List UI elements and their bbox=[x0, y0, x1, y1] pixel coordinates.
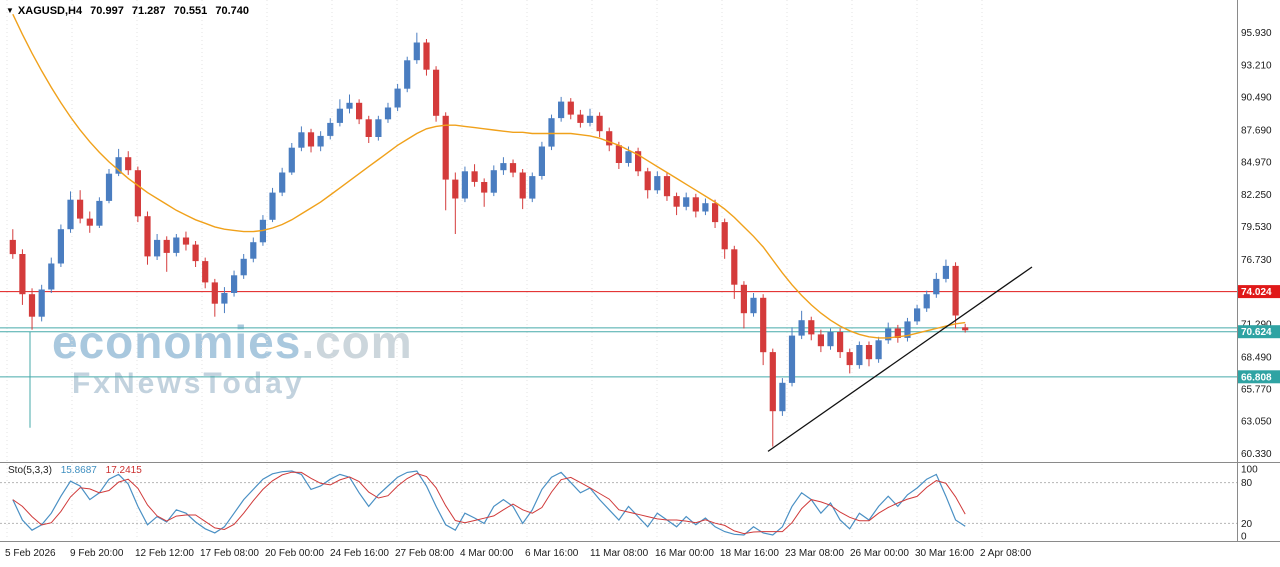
svg-text:18 Mar 16:00: 18 Mar 16:00 bbox=[720, 548, 779, 559]
svg-text:68.490: 68.490 bbox=[1241, 353, 1272, 364]
svg-text:90.490: 90.490 bbox=[1241, 93, 1272, 104]
svg-text:100: 100 bbox=[1241, 465, 1258, 476]
svg-text:17 Feb 08:00: 17 Feb 08:00 bbox=[200, 548, 259, 559]
svg-text:76.730: 76.730 bbox=[1241, 255, 1272, 266]
grid-layer bbox=[6, 0, 983, 540]
watermark: economies.com FxNewsToday bbox=[52, 318, 413, 400]
svg-text:80: 80 bbox=[1241, 478, 1253, 489]
symbol-dropdown-icon[interactable]: ▼ bbox=[6, 6, 14, 15]
svg-text:6 Mar 16:00: 6 Mar 16:00 bbox=[525, 548, 579, 559]
time-scale[interactable]: 5 Feb 2026 9 Feb 20:00 12 Feb 12:00 17 Feb … bbox=[5, 548, 1032, 559]
quote-low: 70.551 bbox=[173, 5, 208, 17]
svg-text:23 Mar 08:00: 23 Mar 08:00 bbox=[785, 548, 844, 559]
svg-text:71.290: 71.290 bbox=[1241, 319, 1272, 330]
svg-text:65.770: 65.770 bbox=[1241, 385, 1272, 396]
sto-name: Sto(5,3,3) bbox=[8, 465, 52, 476]
svg-text:4 Mar 00:00: 4 Mar 00:00 bbox=[460, 548, 514, 559]
quote-line: ▼ XAGUSD,H4 70.997 71.287 70.551 70.740 bbox=[6, 5, 254, 17]
svg-text:66.808: 66.808 bbox=[1241, 372, 1272, 383]
svg-text:26 Mar 00:00: 26 Mar 00:00 bbox=[850, 548, 909, 559]
svg-text:27 Feb 08:00: 27 Feb 08:00 bbox=[395, 548, 454, 559]
symbol-name: XAGUSD,H4 bbox=[17, 5, 83, 17]
svg-text:63.050: 63.050 bbox=[1241, 417, 1272, 428]
watermark-brand-domain: .com bbox=[301, 316, 413, 368]
trendline[interactable] bbox=[767, 266, 1033, 452]
pane-separators bbox=[0, 462, 1280, 542]
svg-text:82.250: 82.250 bbox=[1241, 190, 1272, 201]
svg-text:30 Mar 16:00: 30 Mar 16:00 bbox=[915, 548, 974, 559]
svg-text:74.024: 74.024 bbox=[1241, 287, 1272, 298]
svg-text:60.330: 60.330 bbox=[1241, 449, 1272, 460]
quote-open: 70.997 bbox=[90, 5, 124, 17]
svg-text:70.624: 70.624 bbox=[1241, 327, 1272, 338]
stochastic-pane[interactable] bbox=[0, 470, 1237, 536]
svg-text:93.210: 93.210 bbox=[1241, 60, 1272, 71]
svg-text:84.970: 84.970 bbox=[1241, 158, 1272, 169]
svg-text:20: 20 bbox=[1241, 519, 1253, 530]
svg-text:95.930: 95.930 bbox=[1241, 28, 1272, 39]
svg-text:24 Feb 16:00: 24 Feb 16:00 bbox=[330, 548, 389, 559]
quote-close: 70.740 bbox=[215, 5, 249, 17]
price-scale[interactable]: 95.930 93.210 90.490 87.690 84.970 82.250 79.5… bbox=[1237, 0, 1280, 543]
ma-line bbox=[12, 13, 966, 339]
svg-text:11 Mar 08:00: 11 Mar 08:00 bbox=[590, 548, 649, 559]
sto-signal-value: 17.2415 bbox=[105, 465, 142, 476]
watermark-brand: economies bbox=[52, 316, 302, 368]
watermark-subtitle: FxNewsToday bbox=[72, 367, 305, 401]
svg-text:0: 0 bbox=[1241, 532, 1247, 543]
stochastic-label: Sto(5,3,3) 15.8687 17.2415 bbox=[8, 465, 148, 476]
candles-layer bbox=[9, 32, 969, 447]
svg-text:9 Feb 20:00: 9 Feb 20:00 bbox=[70, 548, 124, 559]
svg-text:20 Feb 00:00: 20 Feb 00:00 bbox=[265, 548, 324, 559]
svg-text:16 Mar 00:00: 16 Mar 00:00 bbox=[655, 548, 714, 559]
svg-text:2 Apr 08:00: 2 Apr 08:00 bbox=[980, 548, 1032, 559]
svg-text:87.690: 87.690 bbox=[1241, 126, 1272, 137]
sto-main-value: 15.8687 bbox=[60, 465, 97, 476]
svg-text:79.530: 79.530 bbox=[1241, 222, 1272, 233]
svg-text:5 Feb 2026: 5 Feb 2026 bbox=[5, 548, 56, 559]
quote-high: 71.287 bbox=[131, 5, 166, 17]
horizontal-lines-layer bbox=[0, 291, 1237, 428]
svg-text:12 Feb 12:00: 12 Feb 12:00 bbox=[135, 548, 194, 559]
